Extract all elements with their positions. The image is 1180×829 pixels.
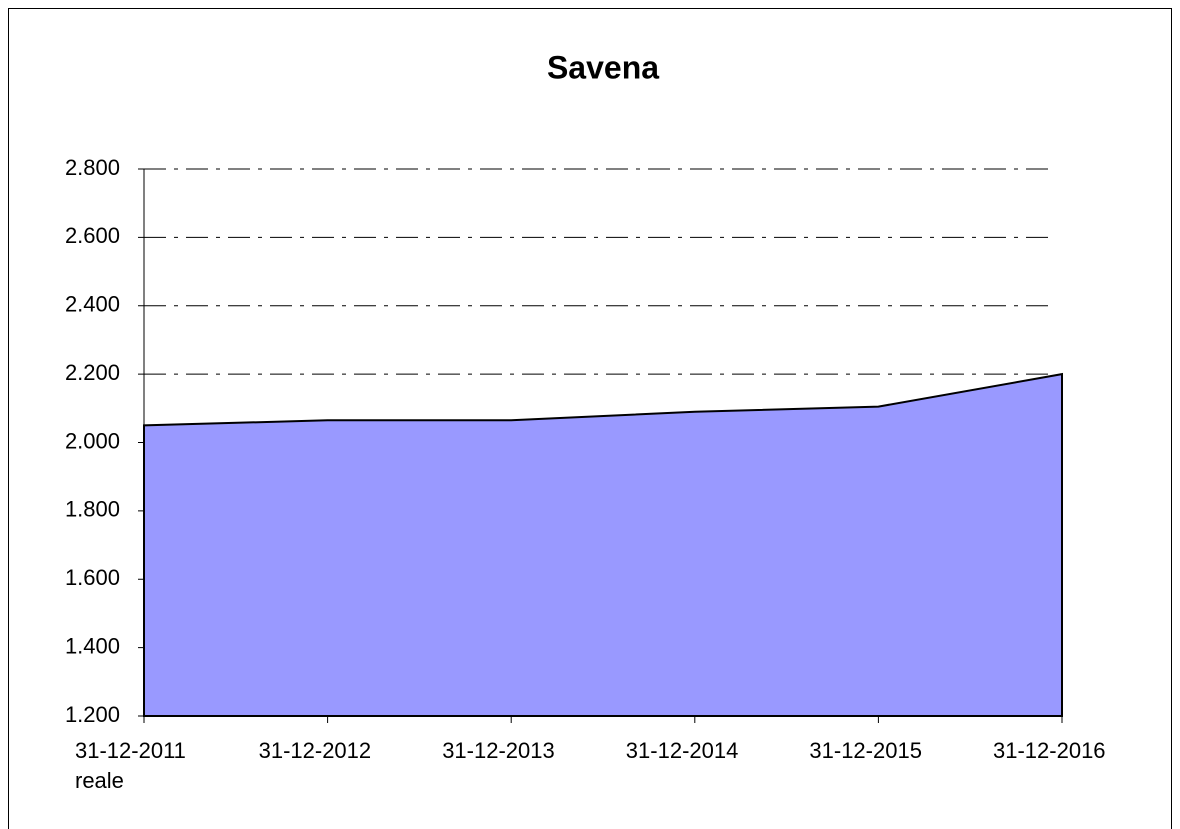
- y-tick-label: 2.200: [65, 360, 120, 385]
- y-tick-label: 1.600: [65, 565, 120, 590]
- x-tick-label: 31-12-2015: [809, 738, 922, 763]
- x-tick-label: 31-12-2014: [625, 738, 739, 763]
- chart-title: Savena: [547, 49, 659, 85]
- y-tick-label: 2.600: [65, 223, 120, 248]
- x-tick-label: 31-12-2011 reale: [75, 738, 186, 793]
- x-tick-label: 31-12-2016: [993, 738, 1106, 763]
- y-tick-label: 2.800: [65, 155, 120, 180]
- chart-frame: [8, 8, 1172, 829]
- x-tick-label: 31-12-2013: [442, 738, 555, 763]
- x-tick-label: 31-12-2012: [258, 738, 372, 763]
- y-tick-label: 1.200: [65, 702, 120, 727]
- y-tick-label: 2.000: [65, 428, 120, 453]
- y-tick-label: 1.800: [65, 497, 120, 522]
- area: [143, 372, 1063, 717]
- y-tick-label: 1.400: [65, 633, 120, 658]
- y-tick-label: 2.400: [65, 292, 120, 317]
